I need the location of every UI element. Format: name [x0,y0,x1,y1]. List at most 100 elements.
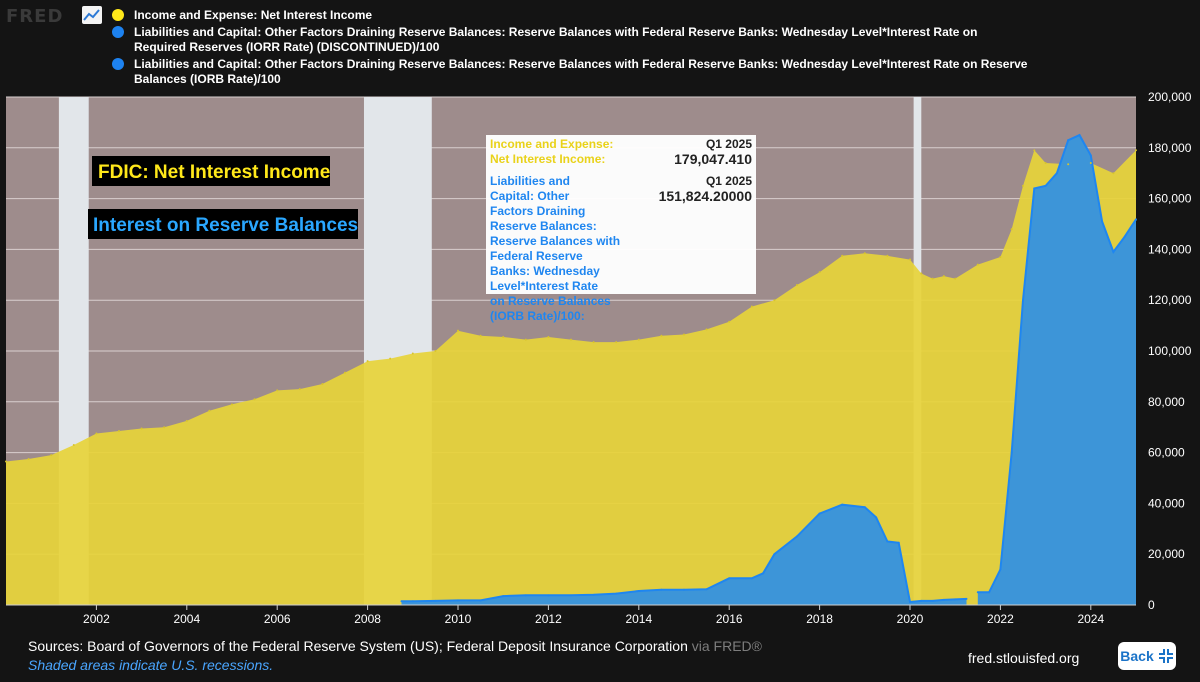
data-point-nii[interactable] [637,338,640,341]
data-point-nii[interactable] [1112,172,1115,175]
data-point-iorr[interactable] [965,597,968,600]
data-point-iorr[interactable] [841,503,844,506]
data-point-nii[interactable] [886,254,889,257]
data-point-nii[interactable] [524,338,527,341]
data-point-iorr[interactable] [547,594,550,597]
data-point-nii[interactable] [95,432,98,435]
fred-site-link[interactable]: fred.stlouisfed.org [968,650,1080,666]
data-point-iorr[interactable] [886,540,889,543]
data-point-iorb[interactable] [999,568,1002,571]
data-point-nii[interactable] [276,389,279,392]
back-button[interactable]: Back [1118,642,1176,670]
data-point-iorb[interactable] [1135,218,1137,221]
data-point-nii[interactable] [321,383,324,386]
data-point-nii[interactable] [615,341,618,344]
data-point-iorr[interactable] [479,599,482,602]
data-point-nii[interactable] [841,254,844,257]
data-point-nii[interactable] [773,299,776,302]
data-point-iorr[interactable] [637,590,640,593]
data-point-nii[interactable] [796,283,798,286]
data-point-nii[interactable] [479,334,482,337]
data-point-nii[interactable] [457,329,459,332]
legend-item-nii[interactable]: Income and Expense: Net Interest Income [112,8,1032,23]
data-point-iorr[interactable] [762,572,765,575]
data-point-iorb[interactable] [1044,184,1047,187]
data-point-iorr[interactable] [615,592,618,595]
data-point-iorr[interactable] [796,535,798,538]
data-point-iorb[interactable] [1033,187,1036,190]
legend-item-iorr[interactable]: Liabilities and Capital: Other Factors D… [112,25,1032,55]
data-point-nii[interactable] [976,263,979,266]
data-point-nii[interactable] [411,352,414,355]
data-point-iorr[interactable] [954,598,957,601]
data-point-nii[interactable] [1135,149,1137,152]
data-point-nii[interactable] [570,338,572,341]
data-point-nii[interactable] [27,457,30,460]
data-point-nii[interactable] [705,328,708,331]
data-point-nii[interactable] [344,371,346,374]
fred-logo[interactable]: FRED [6,6,64,27]
chart-svg[interactable]: 0 20,000 40,000 60,000 80,000 100,000 120,000 1… [0,0,1200,640]
data-point-iorr[interactable] [502,595,505,598]
data-point-iorr[interactable] [863,506,866,509]
data-point-nii[interactable] [920,272,923,275]
data-point-nii[interactable] [1010,228,1013,231]
data-point-iorr[interactable] [400,600,403,603]
data-point-nii[interactable] [163,426,166,429]
data-point-iorr[interactable] [660,588,663,591]
data-point-nii[interactable] [547,336,550,339]
data-point-iorr[interactable] [773,553,776,556]
data-point-nii[interactable] [863,252,866,255]
data-point-nii[interactable] [185,419,188,422]
data-point-nii[interactable] [1033,149,1036,152]
data-point-iorr[interactable] [942,598,945,601]
data-point-iorr[interactable] [750,577,753,580]
data-point-iorr[interactable] [411,600,414,603]
data-point-iorr[interactable] [909,600,911,603]
data-point-nii[interactable] [434,350,437,352]
series-line-iorr[interactable] [401,503,967,604]
data-point-nii[interactable] [208,409,211,412]
data-point-nii[interactable] [5,460,7,463]
data-point-iorb[interactable] [1022,299,1024,302]
data-point-nii[interactable] [683,333,685,336]
data-point-nii[interactable] [298,388,301,391]
data-point-nii[interactable] [389,357,392,360]
data-point-iorb[interactable] [1123,235,1126,238]
data-point-iorr[interactable] [931,599,934,602]
data-point-nii[interactable] [1022,184,1024,187]
data-point-nii[interactable] [999,256,1002,259]
series-area-net-interest-income[interactable] [6,150,1136,605]
data-point-iorr[interactable] [434,599,437,602]
data-point-iorb[interactable] [988,591,991,594]
data-point-nii[interactable] [1089,162,1092,165]
data-point-nii[interactable] [728,320,731,323]
data-point-iorr[interactable] [457,599,459,602]
data-point-iorr[interactable] [818,512,821,515]
data-point-nii[interactable] [366,360,369,363]
data-point-nii[interactable] [118,430,120,433]
data-point-nii[interactable] [1067,163,1070,166]
data-point-nii[interactable] [909,258,911,261]
data-point-nii[interactable] [942,275,945,278]
data-point-nii[interactable] [750,305,753,308]
data-point-iorr[interactable] [592,593,595,596]
data-point-iorr[interactable] [524,594,527,597]
data-point-iorr[interactable] [875,516,878,519]
data-point-nii[interactable] [253,398,256,401]
data-point-iorb[interactable] [1010,451,1013,454]
data-point-iorb[interactable] [1055,172,1058,175]
data-point-nii[interactable] [50,454,53,457]
legend-item-iorb[interactable]: Liabilities and Capital: Other Factors D… [112,57,1032,87]
data-point-nii[interactable] [954,277,957,280]
data-point-nii[interactable] [72,443,75,446]
data-point-iorb[interactable] [1067,139,1070,142]
data-point-iorr[interactable] [897,541,900,544]
data-point-iorr[interactable] [570,594,572,597]
data-point-iorr[interactable] [683,588,685,591]
data-point-iorr[interactable] [728,577,731,580]
data-point-iorr[interactable] [705,588,708,591]
data-point-nii[interactable] [231,403,233,406]
data-point-iorb[interactable] [1101,220,1104,223]
data-point-nii[interactable] [592,341,595,344]
